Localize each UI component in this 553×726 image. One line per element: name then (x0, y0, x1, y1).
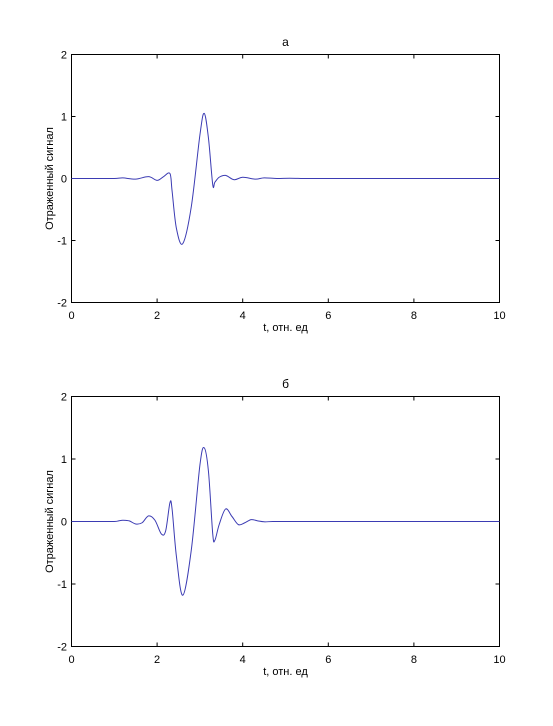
chart-b-xtick-label: 4 (240, 654, 246, 666)
chart-b-xtick-label: 6 (325, 654, 331, 666)
chart-a-ytick-label: -2 (57, 298, 67, 310)
chart-b-series-line (71, 447, 500, 596)
chart-a-xtick-label: 8 (411, 310, 417, 322)
chart-a-xlabel: t, отн. ед (263, 322, 308, 334)
chart-b-ytick-label: -1 (57, 579, 67, 591)
chart-b-yticks: 2 1 0 -1 -2 (57, 392, 67, 654)
chart-a-ytick-label: 0 (61, 174, 67, 186)
chart-a-xtick-label: 2 (154, 310, 160, 322)
chart-a-ylabel: Отраженный сигнал (44, 127, 56, 230)
chart-b: б t, отн. ед Отраженный сигнал 0 2 4 6 8… (44, 377, 506, 678)
chart-b-ylabel: Отраженный сигнал (44, 470, 56, 573)
chart-b-ytick-label: 0 (61, 517, 67, 529)
chart-b-ytick-label: -2 (57, 642, 67, 654)
chart-a-xtick-label: 4 (240, 310, 246, 322)
chart-a-xtick-label: 10 (493, 310, 505, 322)
chart-a-xticks: 0 2 4 6 8 10 (68, 310, 505, 322)
chart-a-yticks: 2 1 0 -1 -2 (57, 50, 67, 310)
chart-a-title: а (282, 35, 289, 49)
chart-a-ytick-label: 2 (61, 50, 67, 62)
chart-b-xlabel: t, отн. ед (263, 666, 308, 678)
chart-b-xtick-label: 2 (154, 654, 160, 666)
chart-b-xtick-label: 8 (411, 654, 417, 666)
chart-a: а t, отн. ед Отраженный сигнал 0 2 4 6 8… (44, 35, 506, 334)
chart-a-xtick-label: 0 (68, 310, 74, 322)
chart-a-ytick-label: 1 (61, 112, 67, 124)
chart-b-ytick-label: 1 (61, 454, 67, 466)
chart-b-xtick-label: 0 (68, 654, 74, 666)
chart-a-ytick-label: -1 (57, 236, 67, 248)
chart-b-ytick-label: 2 (61, 392, 67, 404)
chart-a-xtick-label: 6 (325, 310, 331, 322)
chart-b-title: б (282, 377, 289, 391)
chart-b-xticks: 0 2 4 6 8 10 (68, 654, 505, 666)
chart-b-xtick-label: 10 (493, 654, 505, 666)
chart-a-series-line (71, 112, 500, 245)
